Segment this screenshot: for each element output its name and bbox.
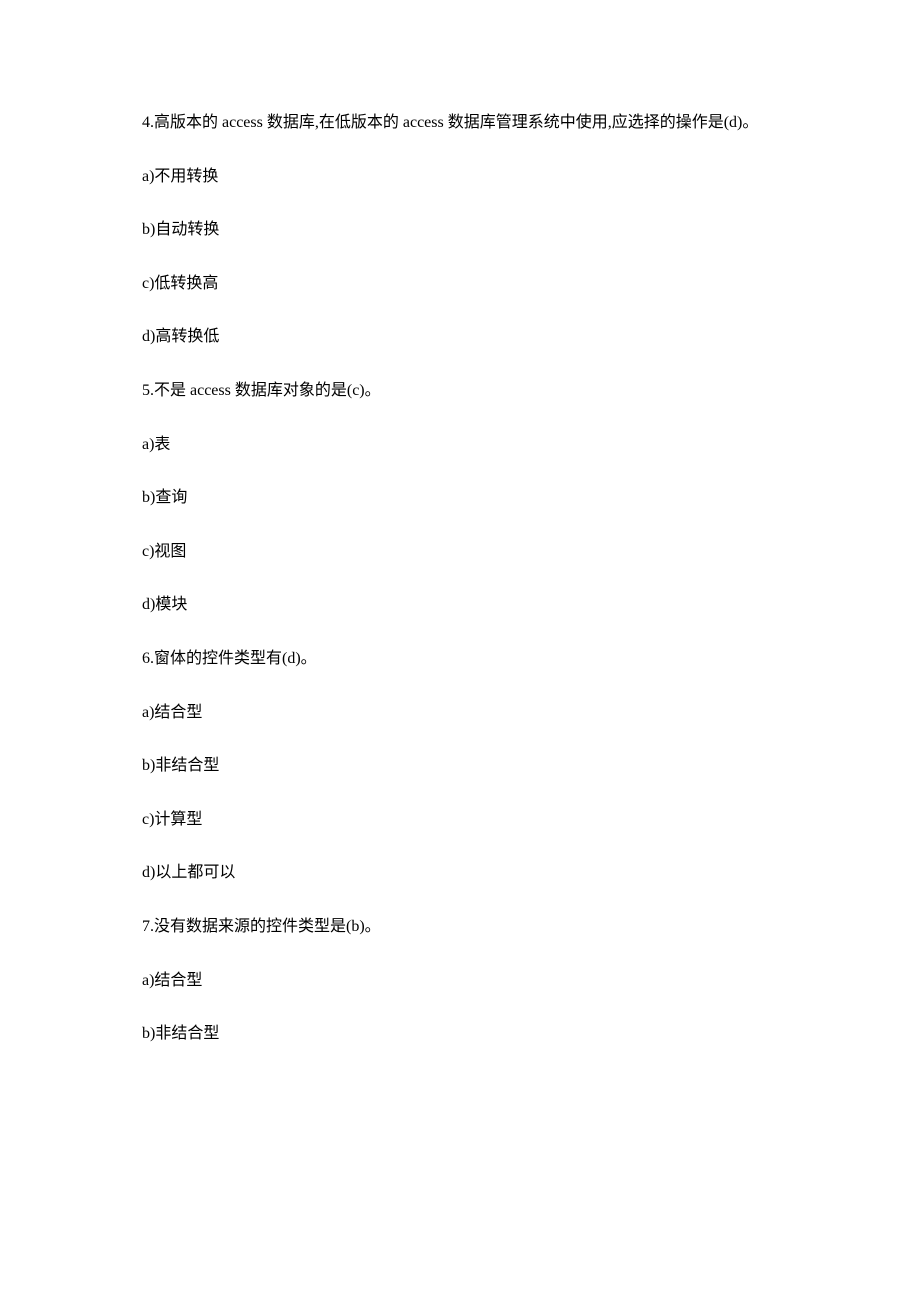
question-7-option-b: b)非结合型 [110, 1021, 810, 1047]
document-page: 4.高版本的 access 数据库,在低版本的 access 数据库管理系统中使… [0, 0, 920, 1047]
question-6-option-b: b)非结合型 [110, 753, 810, 779]
question-4-text: 4.高版本的 access 数据库,在低版本的 access 数据库管理系统中使… [110, 110, 810, 136]
question-4-option-a: a)不用转换 [110, 164, 810, 190]
question-6-option-a: a)结合型 [110, 700, 810, 726]
question-block-5: 5.不是 access 数据库对象的是(c)。 a)表 b)查询 c)视图 d)… [110, 378, 810, 618]
question-block-4: 4.高版本的 access 数据库,在低版本的 access 数据库管理系统中使… [110, 110, 810, 350]
question-7-option-a: a)结合型 [110, 968, 810, 994]
question-5-option-c: c)视图 [110, 539, 810, 565]
question-5-option-a: a)表 [110, 432, 810, 458]
question-block-6: 6.窗体的控件类型有(d)。 a)结合型 b)非结合型 c)计算型 d)以上都可… [110, 646, 810, 886]
question-5-text: 5.不是 access 数据库对象的是(c)。 [110, 378, 810, 404]
question-6-text: 6.窗体的控件类型有(d)。 [110, 646, 810, 672]
question-6-option-c: c)计算型 [110, 807, 810, 833]
question-4-option-d: d)高转换低 [110, 324, 810, 350]
question-5-option-d: d)模块 [110, 592, 810, 618]
question-7-text: 7.没有数据来源的控件类型是(b)。 [110, 914, 810, 940]
question-4-option-b: b)自动转换 [110, 217, 810, 243]
question-5-option-b: b)查询 [110, 485, 810, 511]
question-4-option-c: c)低转换高 [110, 271, 810, 297]
question-6-option-d: d)以上都可以 [110, 860, 810, 886]
question-block-7: 7.没有数据来源的控件类型是(b)。 a)结合型 b)非结合型 [110, 914, 810, 1047]
